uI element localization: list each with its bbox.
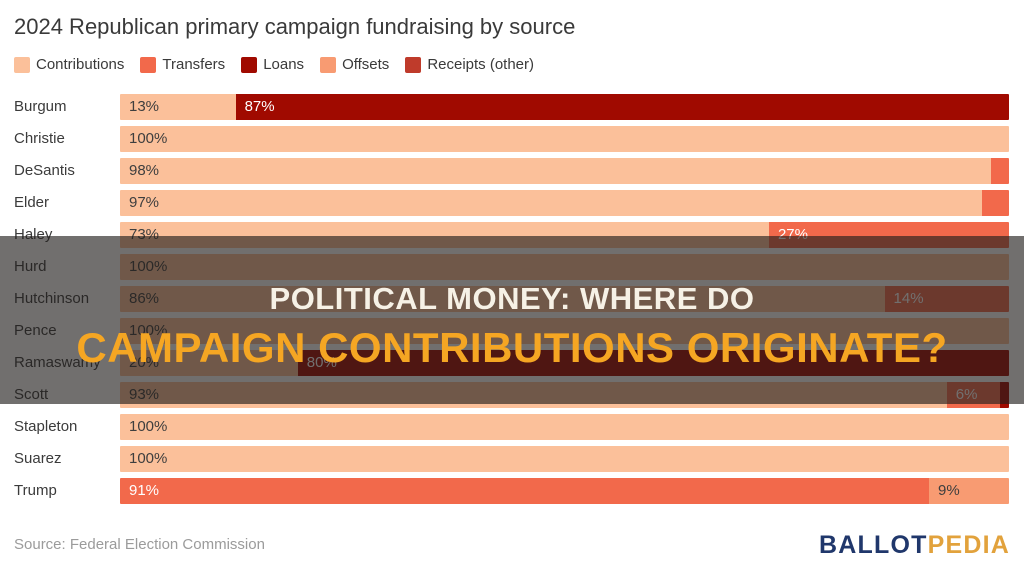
logo-part-ballot: BALLOT	[819, 531, 928, 559]
segment-value-label: 98%	[129, 162, 160, 179]
legend-swatch	[14, 56, 30, 73]
segment-value-label: 100%	[129, 418, 168, 435]
bar-row: Stapleton 100%	[0, 414, 1024, 446]
legend-swatch	[140, 56, 157, 73]
stacked-bar: 97%	[120, 190, 1009, 216]
bar-row: Burgum 13% 87%	[0, 94, 1024, 126]
stacked-bar: 13% 87%	[120, 94, 1009, 120]
legend-label: Contributions	[36, 56, 125, 73]
source-attribution: Source: Federal Election Commission	[14, 536, 265, 553]
bar-segment	[991, 158, 1009, 184]
legend-item: Loans	[241, 56, 304, 73]
candidate-label: Suarez	[14, 450, 62, 467]
segment-value-label: 97%	[129, 194, 160, 211]
legend-swatch	[405, 56, 422, 73]
ballotpedia-logo: BALLOTPEDIA	[819, 531, 1010, 560]
segment-value-label: 9%	[937, 482, 960, 499]
segment-value-label: 100%	[129, 450, 168, 467]
candidate-label: Burgum	[14, 98, 67, 115]
legend-item: Contributions	[14, 56, 124, 73]
segment-value-label: 91%	[129, 482, 160, 499]
candidate-label: DeSantis	[14, 162, 75, 179]
banner-headline-line2: CAMPAIGN CONTRIBUTIONS ORIGINATE?	[76, 324, 948, 371]
segment-value-label: 100%	[129, 130, 168, 147]
banner-overlay: POLITICAL MONEY: WHERE DO CAMPAIGN CONTR…	[0, 236, 1024, 404]
segment-value-label: 13%	[129, 98, 160, 115]
bar-row: Christie 100%	[0, 126, 1024, 158]
bar-segment: 87%	[235, 94, 1009, 120]
stacked-bar: 100%	[120, 126, 1009, 152]
bar-segment: 9%	[928, 478, 1009, 504]
banner-headline-line1: POLITICAL MONEY: WHERE DO	[269, 281, 755, 316]
bar-row: Trump 91% 9%	[0, 478, 1024, 510]
legend-label: Loans	[263, 56, 305, 73]
legend-item: Offsets	[320, 56, 389, 73]
bar-segment: 13%	[120, 94, 236, 120]
logo-part-pedia: PEDIA	[927, 531, 1010, 559]
candidate-label: Stapleton	[14, 418, 78, 435]
bar-segment: 91%	[120, 478, 929, 504]
bar-segment: 98%	[120, 158, 992, 184]
bar-row: Suarez 100%	[0, 446, 1024, 478]
candidate-label: Christie	[14, 130, 65, 147]
legend-label: Offsets	[342, 56, 390, 73]
stacked-bar: 100%	[120, 414, 1009, 440]
stacked-bar: 98%	[120, 158, 1009, 184]
legend-swatch	[241, 56, 258, 73]
chart-legend: Contributions Transfers Loans Offsets Receip…	[14, 56, 534, 73]
legend-label: Transfers	[162, 56, 226, 73]
legend-swatch	[320, 56, 337, 73]
bar-segment: 100%	[120, 446, 1009, 472]
bar-segment: 100%	[120, 414, 1009, 440]
legend-item: Receipts (other)	[405, 56, 534, 73]
bar-segment: 100%	[120, 126, 1009, 152]
legend-item: Transfers	[140, 56, 225, 73]
bar-segment: 97%	[120, 190, 983, 216]
candidate-label: Elder	[14, 194, 50, 211]
candidate-label: Trump	[14, 482, 57, 499]
bar-segment	[982, 190, 1009, 216]
legend-label: Receipts (other)	[427, 56, 535, 73]
bar-row: DeSantis 98%	[0, 158, 1024, 190]
stacked-bar: 100%	[120, 446, 1009, 472]
stacked-bar: 91% 9%	[120, 478, 1009, 504]
chart-title: 2024 Republican primary campaign fundrai…	[14, 14, 576, 39]
segment-value-label: 87%	[244, 98, 275, 115]
bar-row: Elder 97%	[0, 190, 1024, 222]
